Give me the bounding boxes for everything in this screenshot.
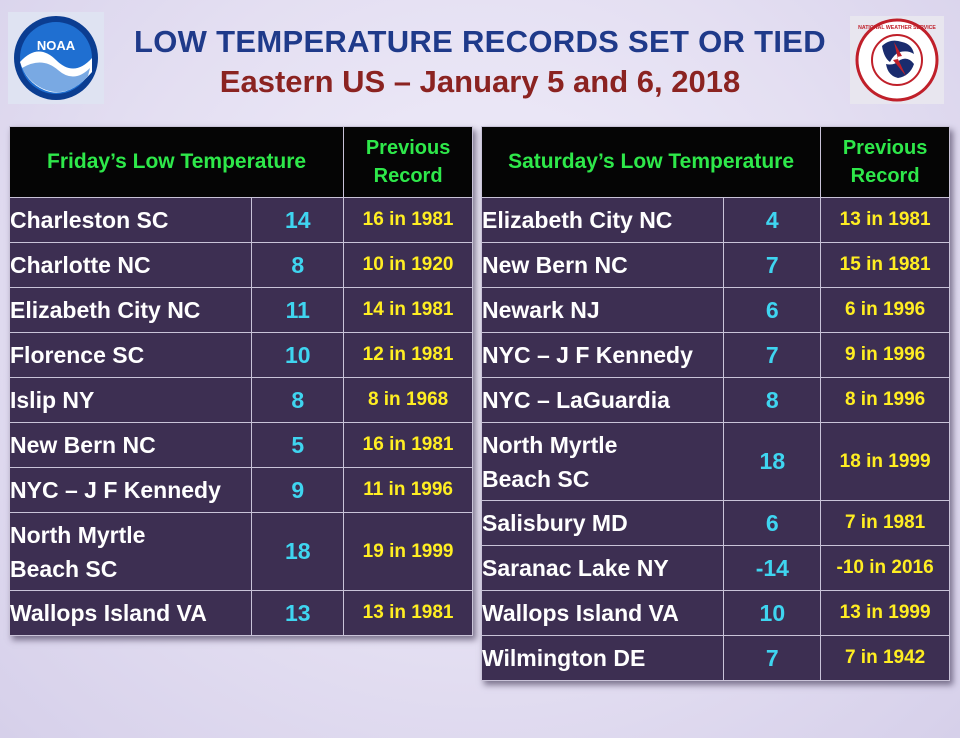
city-cell: Wallops Island VA <box>480 590 725 636</box>
city-cell: Newark NJ <box>480 287 725 333</box>
table-row: Salisbury MD 6 7 in 1981 <box>480 500 950 546</box>
city-line-1: North Myrtle <box>10 521 146 548</box>
table-row: Newark NJ 6 6 in 1996 <box>480 287 950 333</box>
previous-record-cell: 13 in 1981 <box>343 590 473 636</box>
low-cell: 4 <box>723 197 822 243</box>
previous-record-cell: 19 in 1999 <box>343 512 473 591</box>
page-subtitle: Eastern US – January 5 and 6, 2018 <box>219 64 741 99</box>
city-cell: Florence SC <box>8 332 253 378</box>
previous-record-cell: 6 in 1996 <box>820 287 950 333</box>
column-header-previous-record: Previous Record <box>343 126 473 198</box>
page-title: LOW TEMPERATURE RECORDS SET OR TIED <box>134 24 826 59</box>
noaa-logo: NOAA <box>8 12 104 104</box>
previous-record-cell: 13 in 1981 <box>820 197 950 243</box>
previous-record-cell: 10 in 1920 <box>343 242 473 288</box>
city-cell: New Bern NC <box>480 242 725 288</box>
previous-label: Previous <box>365 137 451 159</box>
table-row: NYC – LaGuardia 8 8 in 1996 <box>480 377 950 423</box>
table-row: Charleston SC 14 16 in 1981 <box>8 197 473 243</box>
city-cell: Islip NY <box>8 377 253 423</box>
low-cell: 5 <box>251 422 345 468</box>
city-cell: North Myrtle Beach SC <box>8 512 253 591</box>
column-header-previous-record: Previous Record <box>820 126 950 198</box>
table-row: New Bern NC 5 16 in 1981 <box>8 422 473 468</box>
city-cell: Elizabeth City NC <box>480 197 725 243</box>
nws-logo: NATIONAL WEATHER SERVICE <box>850 16 944 104</box>
column-header-saturday: Saturday’s Low Temperature <box>480 126 822 198</box>
table-row: Wallops Island VA 13 13 in 1981 <box>8 590 473 636</box>
city-cell: North Myrtle Beach SC <box>480 422 725 501</box>
table-row: North Myrtle Beach SC 18 19 in 1999 <box>8 512 473 591</box>
previous-label: Previous <box>842 137 928 159</box>
low-cell: 11 <box>251 287 345 333</box>
city-cell: NYC – LaGuardia <box>480 377 725 423</box>
previous-record-cell: -10 in 2016 <box>820 545 950 591</box>
previous-record-cell: 7 in 1981 <box>820 500 950 546</box>
city-line-1: North Myrtle <box>482 431 618 458</box>
low-cell: 10 <box>723 590 822 636</box>
svg-text:NATIONAL WEATHER SERVICE: NATIONAL WEATHER SERVICE <box>858 25 936 31</box>
table-row: Florence SC 10 12 in 1981 <box>8 332 473 378</box>
previous-record-cell: 8 in 1968 <box>343 377 473 423</box>
previous-record-cell: 11 in 1996 <box>343 467 473 513</box>
low-cell: -14 <box>723 545 822 591</box>
low-cell: 8 <box>251 377 345 423</box>
previous-record-cell: 7 in 1942 <box>820 635 950 681</box>
record-label: Record <box>850 165 920 187</box>
low-cell: 7 <box>723 332 822 378</box>
low-cell: 13 <box>251 590 345 636</box>
previous-record-cell: 16 in 1981 <box>343 422 473 468</box>
previous-record-cell: 18 in 1999 <box>820 422 950 501</box>
city-cell: Wilmington DE <box>480 635 725 681</box>
table-row: Elizabeth City NC 11 14 in 1981 <box>8 287 473 333</box>
low-cell: 18 <box>251 512 345 591</box>
city-cell: NYC – J F Kennedy <box>480 332 725 378</box>
city-line-2: Beach SC <box>10 555 118 582</box>
low-cell: 9 <box>251 467 345 513</box>
previous-record-cell: 8 in 1996 <box>820 377 950 423</box>
table-row: North Myrtle Beach SC 18 18 in 1999 <box>480 422 950 501</box>
table-row: Elizabeth City NC 4 13 in 1981 <box>480 197 950 243</box>
city-cell: NYC – J F Kennedy <box>8 467 253 513</box>
previous-record-cell: 12 in 1981 <box>343 332 473 378</box>
city-cell: Wallops Island VA <box>8 590 253 636</box>
previous-record-cell: 14 in 1981 <box>343 287 473 333</box>
table-row: Islip NY 8 8 in 1968 <box>8 377 473 423</box>
city-cell: Saranac Lake NY <box>480 545 725 591</box>
svg-text:NOAA: NOAA <box>37 38 76 53</box>
low-cell: 7 <box>723 635 822 681</box>
record-label: Record <box>373 165 443 187</box>
table-row: Saranac Lake NY -14 -10 in 2016 <box>480 545 950 591</box>
table-header: Saturday’s Low Temperature Previous Reco… <box>480 126 950 198</box>
previous-record-cell: 13 in 1999 <box>820 590 950 636</box>
low-cell: 10 <box>251 332 345 378</box>
table-row: NYC – J F Kennedy 7 9 in 1996 <box>480 332 950 378</box>
table-row: New Bern NC 7 15 in 1981 <box>480 242 950 288</box>
previous-record-cell: 16 in 1981 <box>343 197 473 243</box>
low-cell: 14 <box>251 197 345 243</box>
saturday-records-table: Saturday’s Low Temperature Previous Reco… <box>480 126 950 681</box>
friday-records-table: Friday’s Low Temperature Previous Record… <box>8 126 473 636</box>
table-row: Wallops Island VA 10 13 in 1999 <box>480 590 950 636</box>
city-cell: Charleston SC <box>8 197 253 243</box>
table-row: Wilmington DE 7 7 in 1942 <box>480 635 950 681</box>
city-cell: Charlotte NC <box>8 242 253 288</box>
city-line-2: Beach SC <box>482 465 590 492</box>
low-cell: 18 <box>723 422 822 501</box>
previous-record-cell: 15 in 1981 <box>820 242 950 288</box>
table-row: NYC – J F Kennedy 9 11 in 1996 <box>8 467 473 513</box>
city-cell: Elizabeth City NC <box>8 287 253 333</box>
column-header-friday: Friday’s Low Temperature <box>8 126 345 198</box>
city-cell: New Bern NC <box>8 422 253 468</box>
table-row: Charlotte NC 8 10 in 1920 <box>8 242 473 288</box>
low-cell: 6 <box>723 287 822 333</box>
previous-record-cell: 9 in 1996 <box>820 332 950 378</box>
low-cell: 8 <box>251 242 345 288</box>
title-block: LOW TEMPERATURE RECORDS SET OR TIED East… <box>110 24 850 102</box>
table-header: Friday’s Low Temperature Previous Record <box>8 126 473 198</box>
low-cell: 7 <box>723 242 822 288</box>
city-cell: Salisbury MD <box>480 500 725 546</box>
low-cell: 6 <box>723 500 822 546</box>
low-cell: 8 <box>723 377 822 423</box>
